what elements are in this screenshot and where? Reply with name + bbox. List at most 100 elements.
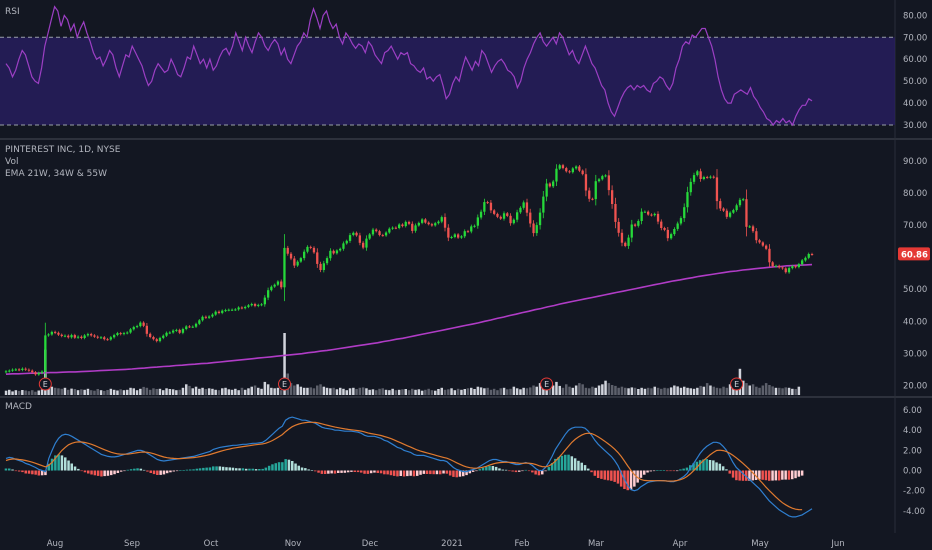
rsi-tick-label: 50.00 [903,77,927,87]
volume-bar [696,387,699,395]
macd-hist-bar [452,470,455,477]
time-tick-label: Aug [47,539,64,549]
macd-hist-bar [583,465,587,471]
macd-hist-bar [518,470,521,472]
time-tick-label: Apr [673,539,688,549]
macd-hist-bar [698,460,702,471]
volume-bar [119,389,122,395]
volume-bar [188,385,191,395]
volume-bar [666,388,670,395]
volume-bar [211,388,214,395]
candle-body [643,211,647,213]
volume-bar [601,384,604,395]
macd-hist-bar [389,470,393,476]
candle-body [227,309,230,311]
candle-body [427,222,430,225]
volume-bar [145,387,149,395]
volume-bar [499,388,502,395]
earnings-marker [38,377,52,391]
candle-body [529,212,532,224]
macd-hist-bar [521,470,524,472]
volume-bar [139,388,142,395]
price-panel[interactable]: E E E E PINTEREST INC, 1D, NYSE Vol EMA 21W… [4,145,930,395]
volume-bar [273,388,276,395]
volume-bar [260,388,263,395]
rsi-tick-label: 60.00 [903,55,927,65]
candle-body [627,237,630,246]
candle-body [719,201,722,209]
macd-hist-bar [340,470,343,473]
candle-body [519,207,522,213]
candle-body [732,210,735,213]
price-tick-label: 90.00 [903,157,927,167]
candle-body [584,174,588,191]
candle-body [630,224,633,238]
candle-body [538,212,542,226]
volume-bar [784,387,787,395]
macd-hist-bar [455,470,458,478]
volume-bar [142,386,145,395]
macd-hist-bar [432,470,435,475]
macd-hist-bar [514,470,518,473]
candle-body [493,210,496,214]
volume-bar [50,386,54,395]
macd-hist-bar [590,470,593,473]
candle-body [172,330,175,333]
volume-bar [555,381,558,395]
candle-body [257,304,260,306]
macd-hist-bar [587,468,590,471]
volume-bar [617,387,620,395]
macd-hist-bar [165,470,169,474]
candle-body [99,337,103,339]
macd-panel[interactable]: MACD 6.00 4.00 2.00 0.00 -2.00 -4.00 [4,402,925,518]
candle-body [696,171,699,176]
macd-hist-bar [511,470,514,472]
volume-bar [21,390,24,395]
rsi-panel[interactable]: RSI 80.00 70.00 60.00 50.00 40.00 30.00 [0,5,927,131]
candle-body [132,327,135,330]
macd-tick-label: 0.00 [903,467,922,477]
candle-body [683,207,686,219]
volume-bar [132,388,135,395]
volume-bar [348,388,352,395]
candle-body [761,242,764,246]
candle-body [217,311,221,313]
volume-bar [198,388,201,395]
earnings-marker [730,377,744,391]
volume-bar [289,383,293,395]
macd-hist-bar [784,470,787,480]
macd-hist-bar [274,463,277,471]
time-tick-label: Nov [285,539,302,549]
macd-hist-bar [37,470,41,476]
candle-body [561,165,565,169]
macd-hist-bar [27,470,31,474]
macd-hist-bar [310,470,314,471]
candle-body [692,175,696,182]
macd-hist-bar [162,470,166,475]
macd-hist-bar [142,469,146,471]
macd-hist-bar [666,470,669,472]
candle-body [332,250,335,254]
macd-hist-bar [235,468,238,471]
macd-hist-bar [146,470,149,472]
volume-bar [496,390,499,395]
candle-body [784,268,787,273]
macd-hist-bar [284,459,287,471]
candle-body [460,236,463,238]
macd-hist-bar [471,470,475,472]
macd-hist-bar [261,468,264,471]
candle-body [293,258,296,266]
candle-body [24,368,27,370]
volume-bar [679,387,683,395]
candle-body [175,329,178,331]
candle-body [748,226,751,228]
macd-hist-bar [119,470,123,472]
macd-hist-bar [64,457,67,471]
volume-bar [283,333,286,395]
macd-hist-bar [508,470,511,472]
macd-hist-bar [573,458,577,471]
candle-body [152,337,155,340]
candle-body [135,326,139,328]
